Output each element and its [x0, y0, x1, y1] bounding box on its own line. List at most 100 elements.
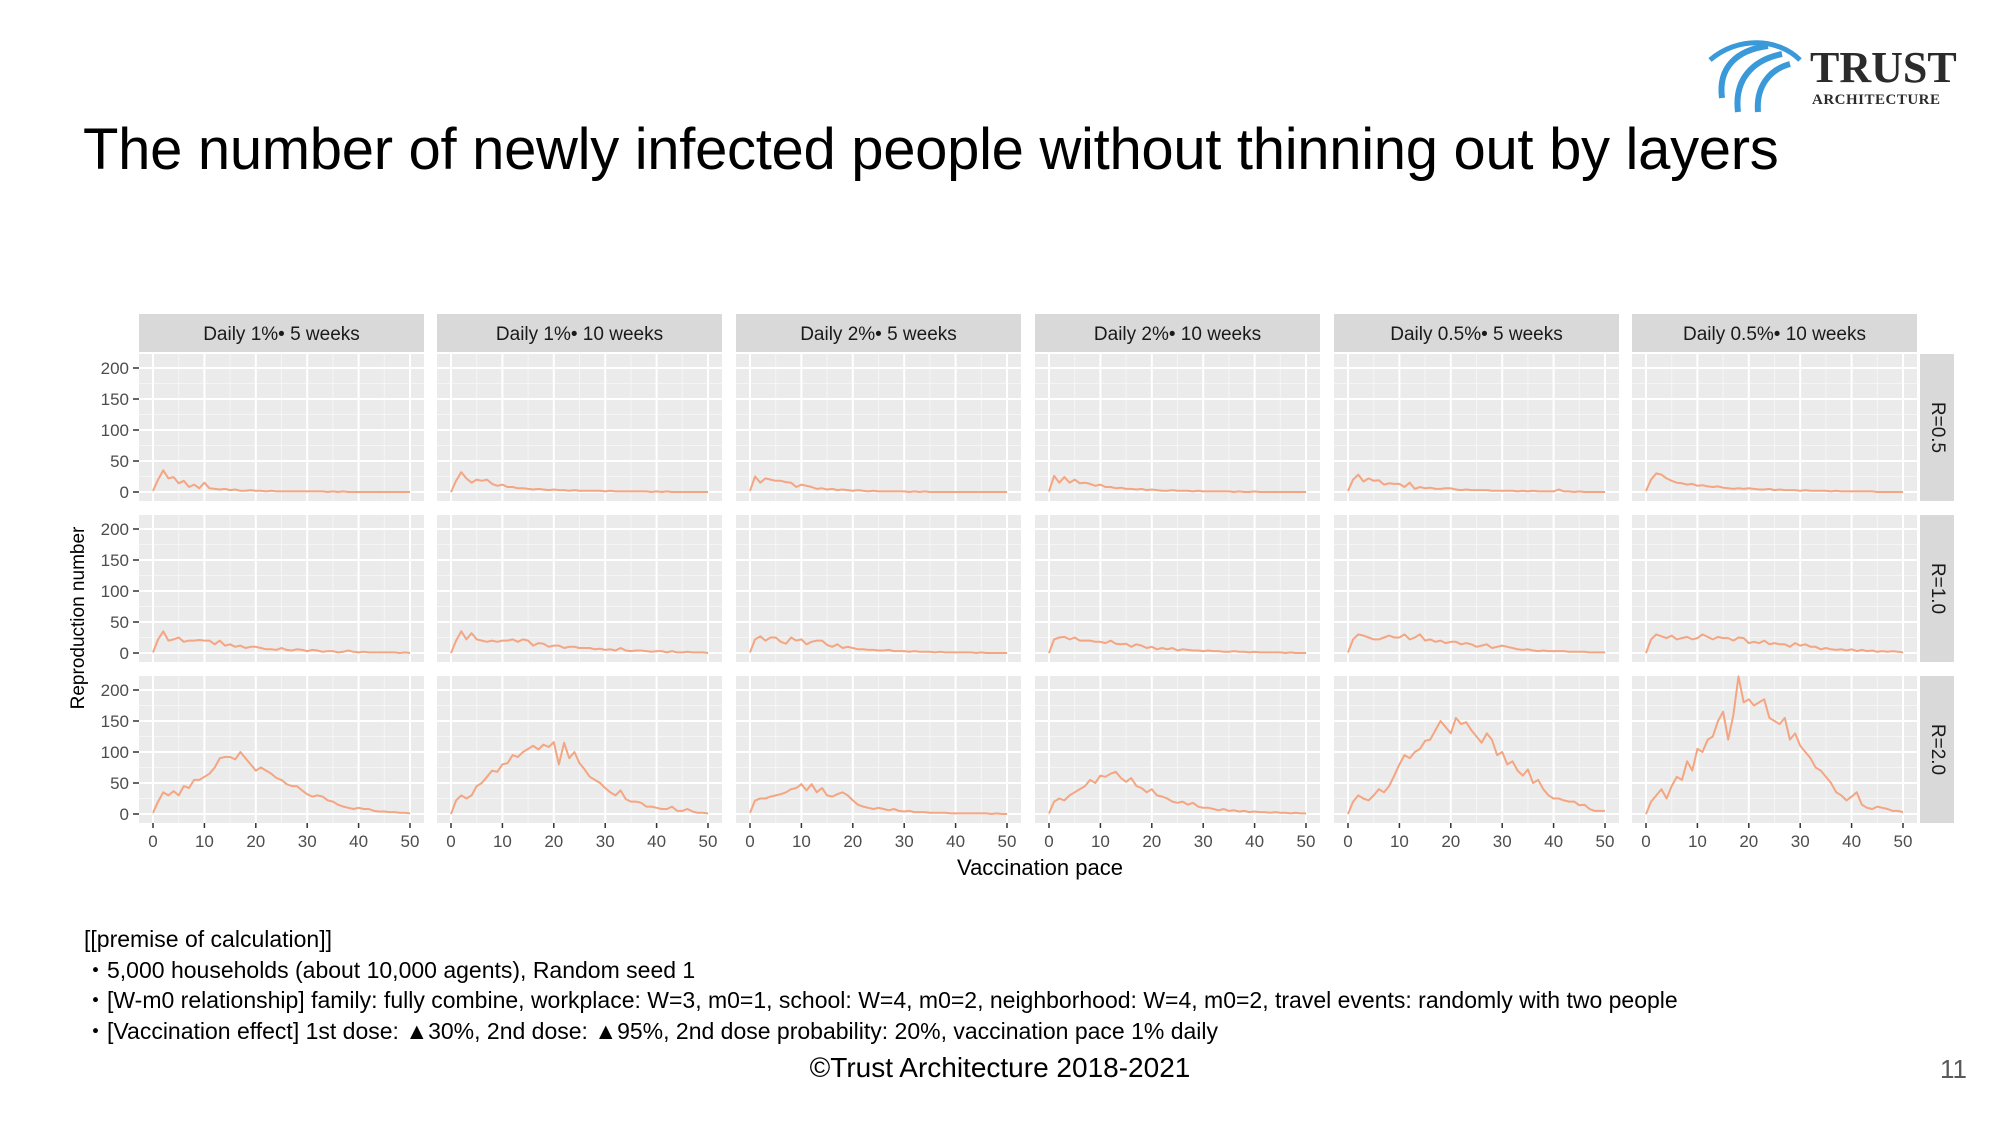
facet-strip-col	[736, 314, 1021, 352]
series-line	[152, 469, 410, 493]
x-tick-label: 30	[298, 832, 317, 851]
x-tick-label: 50	[401, 832, 420, 851]
x-tick-label: 0	[1044, 832, 1053, 851]
x-tick-label: 20	[544, 832, 563, 851]
x-tick-label: 30	[1194, 832, 1213, 851]
facet-column-label: Daily 0.5%• 5 weeks	[1390, 324, 1562, 345]
x-tick-label: 50	[1894, 832, 1913, 851]
series-line	[1347, 716, 1605, 815]
x-tick-label: 40	[946, 832, 965, 851]
y-tick-label: 50	[110, 613, 129, 632]
x-tick-label: 10	[1091, 832, 1110, 851]
x-tick-label: 10	[195, 832, 214, 851]
x-tick-label: 50	[998, 832, 1017, 851]
y-tick-label: 150	[101, 712, 129, 731]
logo-subtitle: ARCHITECTURE	[1812, 92, 1941, 108]
notes-line-relationship: ・[W-m0 relationship] family: fully combi…	[84, 987, 1678, 1013]
x-tick-label: 30	[596, 832, 615, 851]
facet-column-label: Daily 1%• 5 weeks	[203, 324, 360, 345]
x-tick-label: 30	[895, 832, 914, 851]
x-tick-label: 40	[1544, 832, 1563, 851]
facet-strip-row	[1920, 515, 1954, 662]
calculation-premise-notes: [[premise of calculation]] ・5,000 househ…	[84, 924, 1678, 1046]
y-tick-label: 100	[101, 582, 129, 601]
series-line	[749, 783, 1007, 815]
facet-column-label: Daily 1%• 10 weeks	[496, 324, 663, 345]
facet-row-label: R=0.5	[1927, 402, 1948, 453]
x-tick-label: 0	[1343, 832, 1352, 851]
facet-strip-col	[1035, 314, 1320, 352]
x-tick-label: 40	[349, 832, 368, 851]
x-tick-label: 10	[1688, 832, 1707, 851]
facet-strip-col	[437, 314, 722, 352]
x-tick-label: 20	[1142, 832, 1161, 851]
x-tick-label: 0	[1641, 832, 1650, 851]
facet-column-label: Daily 0.5%• 10 weeks	[1683, 324, 1866, 345]
x-tick-label: 30	[1791, 832, 1810, 851]
y-axis-title: Reproduction number	[68, 526, 89, 709]
x-tick-label: 20	[1441, 832, 1460, 851]
y-tick-label: 0	[120, 483, 129, 502]
series-line	[1645, 675, 1904, 815]
x-tick-label: 10	[792, 832, 811, 851]
trust-architecture-logo: TRUST ARCHITECTURE	[1708, 38, 1978, 118]
x-tick-label: 0	[446, 832, 455, 851]
x-axis-title: Vaccination pace	[957, 855, 1123, 880]
x-tick-label: 40	[647, 832, 666, 851]
notes-heading: [[premise of calculation]]	[84, 926, 333, 952]
series-line	[450, 630, 709, 654]
y-tick-label: 100	[101, 421, 129, 440]
x-tick-label: 20	[843, 832, 862, 851]
series-line	[1645, 472, 1903, 493]
y-tick-label: 0	[120, 644, 129, 663]
y-tick-label: 50	[110, 774, 129, 793]
x-tick-label: 50	[699, 832, 718, 851]
copyright-footer: ©Trust Architecture 2018-2021	[809, 1052, 1191, 1083]
facet-strip-col	[1334, 314, 1619, 352]
y-tick-label: 100	[101, 743, 129, 762]
facet-strip-row	[1920, 676, 1954, 823]
series-line	[152, 751, 411, 815]
x-tick-label: 20	[1739, 832, 1758, 851]
facet-column-label: Daily 2%• 5 weeks	[800, 324, 957, 345]
series-line	[152, 630, 411, 654]
x-tick-label: 10	[493, 832, 512, 851]
y-tick-label: 150	[101, 551, 129, 570]
facet-row-label: R=1.0	[1927, 563, 1948, 614]
y-tick-label: 200	[101, 359, 129, 378]
series-line	[1347, 473, 1605, 493]
facet-strip-col	[139, 314, 424, 352]
notes-line-vaccination: ・[Vaccination effect] 1st dose: ▲30%, 2n…	[84, 1017, 1219, 1044]
y-tick-label: 200	[101, 681, 129, 700]
x-tick-label: 30	[1493, 832, 1512, 851]
series-line	[450, 471, 708, 493]
x-tick-label: 50	[1596, 832, 1615, 851]
facet-column-label: Daily 2%• 10 weeks	[1094, 324, 1261, 345]
notes-line-households: ・5,000 households (about 10,000 agents),…	[84, 956, 696, 983]
x-tick-label: 40	[1842, 832, 1861, 851]
series-line	[1048, 770, 1306, 815]
series-line	[1048, 635, 1306, 654]
logo-wordmark: TRUST	[1810, 43, 1957, 92]
y-tick-label: 50	[110, 452, 129, 471]
series-line	[1645, 633, 1904, 654]
bridge-arch-icon	[1708, 40, 1802, 113]
y-tick-label: 150	[101, 390, 129, 409]
x-tick-label: 10	[1390, 832, 1409, 851]
series-line	[749, 475, 1007, 493]
series-line	[1048, 474, 1306, 493]
page-number: 11	[1940, 1054, 1967, 1084]
series-line	[749, 635, 1007, 654]
x-tick-label: 20	[246, 832, 265, 851]
series-line	[450, 741, 709, 815]
y-tick-label: 0	[120, 805, 129, 824]
series-line	[1347, 633, 1605, 654]
facet-strip-row	[1920, 354, 1954, 501]
x-tick-label: 40	[1245, 832, 1264, 851]
x-tick-label: 0	[745, 832, 754, 851]
x-tick-label: 0	[148, 832, 157, 851]
facet-row-label: R=2.0	[1927, 724, 1948, 775]
y-tick-label: 200	[101, 520, 129, 539]
facet-strip-col	[1632, 314, 1917, 352]
